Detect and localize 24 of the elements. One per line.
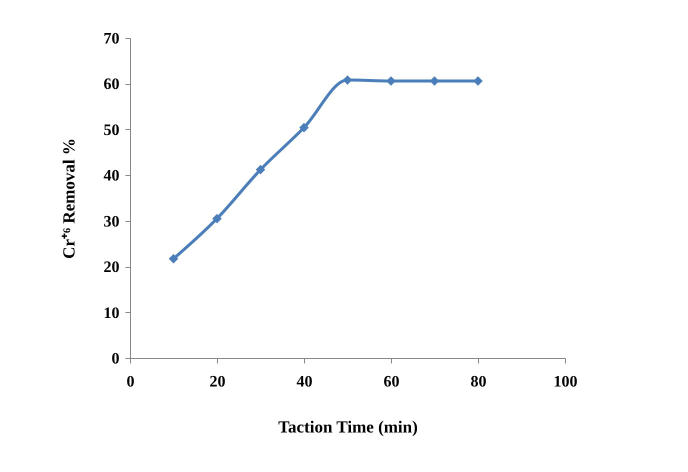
x-tick-label: 100 <box>554 374 578 390</box>
point <box>342 75 352 85</box>
y-tick-label: 70 <box>104 30 120 48</box>
y-tick-label: 0 <box>112 350 120 368</box>
y-tick-label: 10 <box>104 304 120 322</box>
x-axis-title: Taction Time (min) <box>278 418 418 436</box>
y-tick-label: 20 <box>104 259 120 276</box>
point <box>473 76 483 86</box>
point <box>212 214 222 224</box>
x-tick-label: 40 <box>296 374 312 390</box>
y-tick-label: 40 <box>104 168 120 185</box>
x-tick-label: 20 <box>210 374 226 390</box>
x-tick-label: 0 <box>126 374 134 390</box>
y-axis-title: Cr⁺⁶ Removal % <box>60 138 78 259</box>
y-tick-label: 30 <box>104 213 120 230</box>
point <box>386 76 396 86</box>
x-tick-label: 60 <box>384 374 400 390</box>
point <box>430 76 440 86</box>
x-tick-label: 80 <box>470 374 486 390</box>
point <box>299 122 309 132</box>
y-tick-label: 60 <box>104 76 120 94</box>
point <box>168 254 178 264</box>
point <box>256 164 266 174</box>
y-tick-label: 50 <box>104 122 120 139</box>
